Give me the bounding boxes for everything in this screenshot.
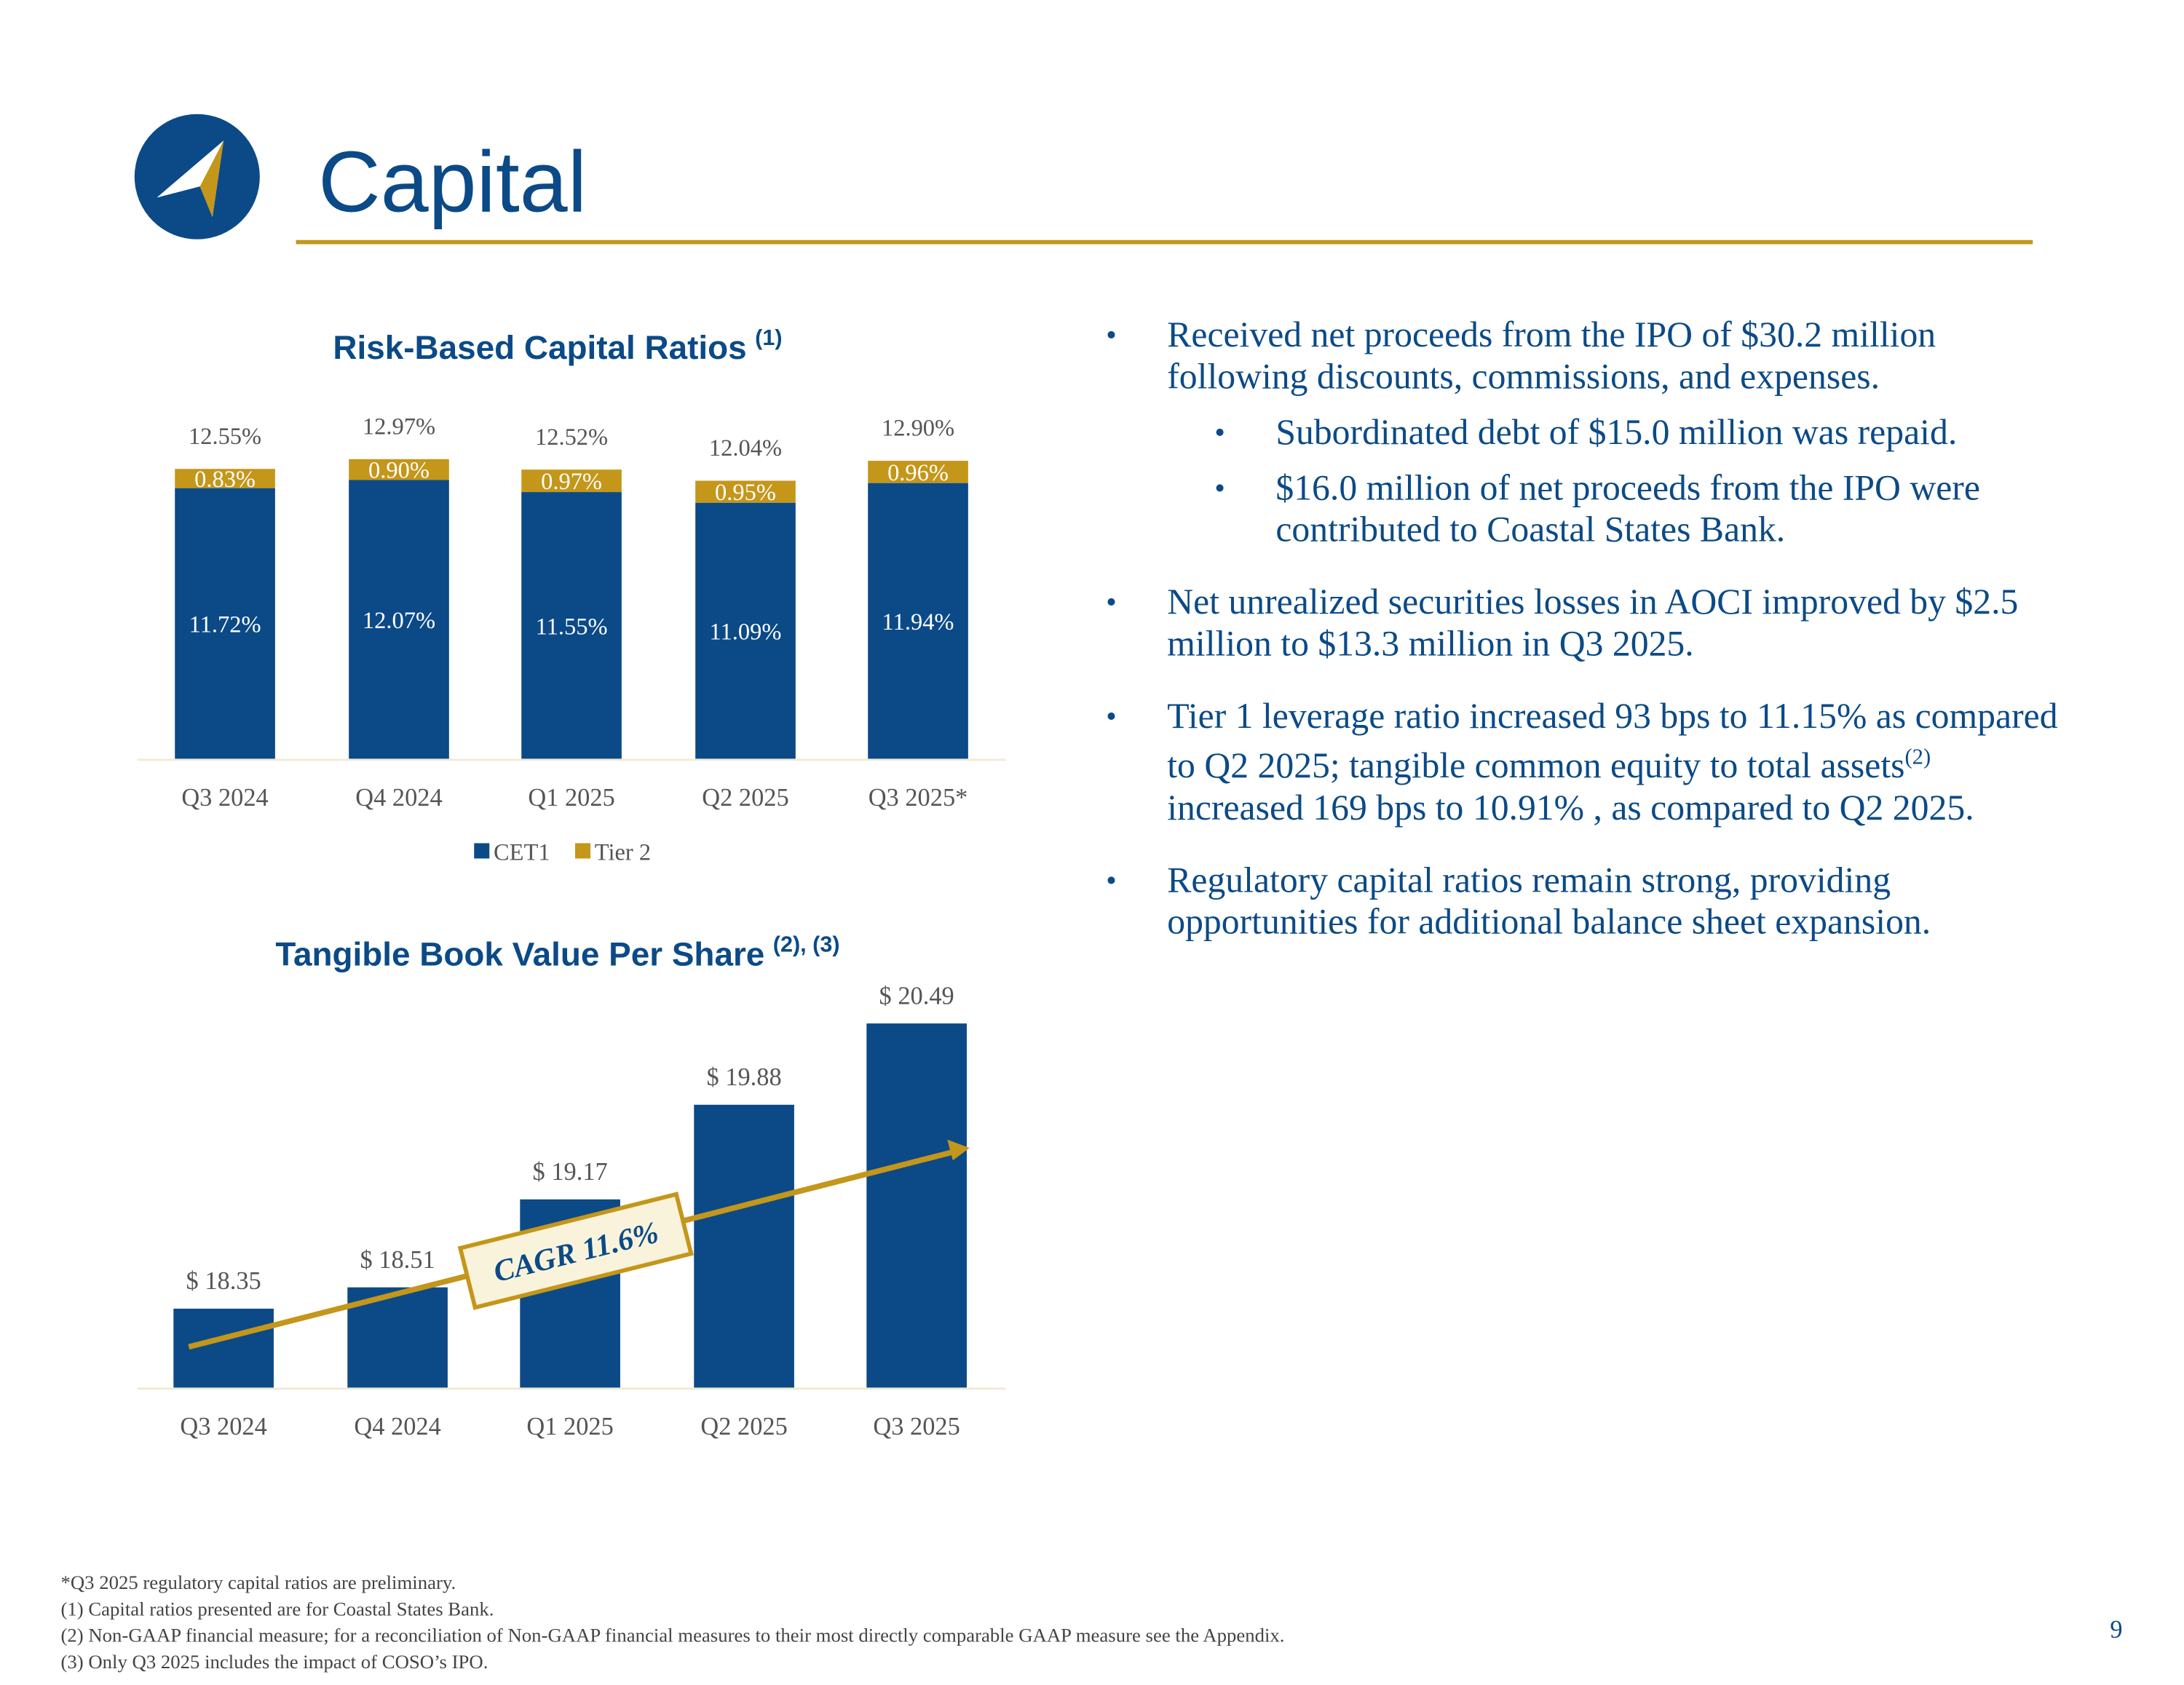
bullet: Net unrealized securities losses in AOCI… (1106, 582, 2060, 665)
x-tick-label: Q2 2025 (700, 1413, 787, 1440)
bar-segment (349, 480, 449, 760)
data-label: 0.90% (368, 458, 430, 484)
footnote: (2) Non-GAAP financial measure; for a re… (60, 1625, 1284, 1646)
bar (694, 1104, 794, 1389)
legend-label: CET1 (494, 839, 550, 865)
footnote: *Q3 2025 regulatory capital ratios are p… (60, 1571, 456, 1593)
footnotes: *Q3 2025 regulatory capital ratios are p… (60, 1571, 1284, 1673)
bullet-text: Net unrealized securities losses in AOCI… (1167, 582, 2019, 664)
bullet-list: Received net proceeds from the IPO of $3… (1100, 314, 2060, 943)
bar (866, 1023, 967, 1389)
x-tick-label: Q1 2025 (528, 784, 614, 812)
trend-arrowhead (947, 1139, 970, 1161)
total-label: 12.55% (189, 424, 261, 450)
data-label: 0.83% (194, 467, 256, 493)
sub-bullet-list: Subordinated debt of $15.0 million was r… (1167, 412, 2060, 551)
data-label: $ 20.49 (879, 982, 954, 1010)
annotation-box (457, 1192, 694, 1310)
data-label: 0.95% (715, 480, 776, 506)
sub-bullet: $16.0 million of net proceeds from the I… (1214, 467, 2060, 551)
data-label: $ 18.51 (360, 1246, 435, 1274)
bar-segment (349, 459, 449, 480)
bar-segment (695, 480, 796, 503)
sub-bullet-text: Subordinated debt of $15.0 million was r… (1275, 411, 1958, 453)
bar-segment (521, 469, 622, 493)
x-tick-label: Q3 2024 (181, 784, 268, 812)
bar-segment (175, 488, 275, 760)
bullet-note: (2) (1904, 745, 1931, 770)
sub-bullet: Subordinated debt of $15.0 million was r… (1214, 411, 2060, 453)
legend-swatch (474, 843, 490, 859)
x-tick-label: Q1 2025 (526, 1413, 613, 1440)
total-label: 12.04% (709, 435, 782, 461)
legend-label: Tier 2 (595, 839, 651, 865)
bullets-box: Received net proceeds from the IPO of $3… (1100, 314, 2060, 1149)
total-label: 12.52% (535, 424, 608, 451)
data-label: 11.55% (536, 614, 608, 640)
x-tick-label: Q3 2025* (869, 784, 968, 812)
bar (173, 1308, 274, 1389)
chart-title-note: (2), (3) (773, 932, 840, 957)
chart-title-text: Tangible Book Value Per Share (275, 935, 764, 973)
total-label: 12.90% (882, 416, 954, 442)
bullet-text: Tier 1 leverage ratio increased 93 bps t… (1167, 695, 2058, 786)
data-label: $ 19.17 (533, 1158, 608, 1186)
footnote: (1) Capital ratios presented are for Coa… (60, 1598, 494, 1619)
bullet-text: increased 169 bps to 10.91% , as compare… (1167, 787, 1974, 828)
bar-segment (175, 469, 275, 488)
data-label: $ 19.88 (707, 1063, 782, 1091)
data-label: 0.97% (541, 469, 602, 495)
total-label: 12.97% (363, 413, 435, 440)
page-number: 9 (2110, 1616, 2122, 1644)
bar-segment (695, 502, 796, 760)
data-label: $ 18.35 (186, 1267, 261, 1295)
x-tick-label: Q3 2024 (180, 1413, 266, 1440)
bullet: Regulatory capital ratios remain strong,… (1106, 859, 2060, 943)
bar-segment (868, 461, 968, 483)
x-tick-label: Q3 2025 (873, 1413, 960, 1440)
bullet-text: Regulatory capital ratios remain strong,… (1167, 859, 1931, 942)
footnote: (3) Only Q3 2025 includes the impact of … (60, 1651, 488, 1673)
bar-segment (868, 483, 968, 760)
chart-title: Tangible Book Value Per Share (2), (3) (275, 932, 839, 973)
bullet: Tier 1 leverage ratio increased 93 bps t… (1106, 695, 2060, 829)
logo (134, 114, 260, 239)
slide-title: Capital (318, 135, 587, 231)
chart-title-text: Risk-Based Capital Ratios (333, 328, 746, 366)
data-label: 11.09% (710, 619, 782, 646)
sub-bullet-text: $16.0 million of net proceeds from the I… (1275, 467, 1980, 550)
x-tick-label: Q4 2024 (355, 784, 442, 812)
chart-title: Risk-Based Capital Ratios (1) (333, 325, 782, 366)
data-label: 12.07% (363, 608, 435, 634)
data-label: 11.72% (189, 612, 261, 638)
bullet: Received net proceeds from the IPO of $3… (1106, 314, 2060, 551)
legend-swatch (575, 843, 591, 859)
x-tick-label: Q4 2024 (354, 1413, 440, 1440)
x-tick-label: Q2 2025 (702, 784, 788, 812)
bar-segment (521, 492, 622, 760)
chart-title-note: (1) (755, 325, 782, 350)
data-label: 11.94% (882, 609, 954, 635)
bullet-text: Received net proceeds from the IPO of $3… (1167, 314, 1936, 397)
bullets: Received net proceeds from the IPO of $3… (1100, 314, 2060, 943)
data-label: 0.96% (887, 460, 949, 486)
